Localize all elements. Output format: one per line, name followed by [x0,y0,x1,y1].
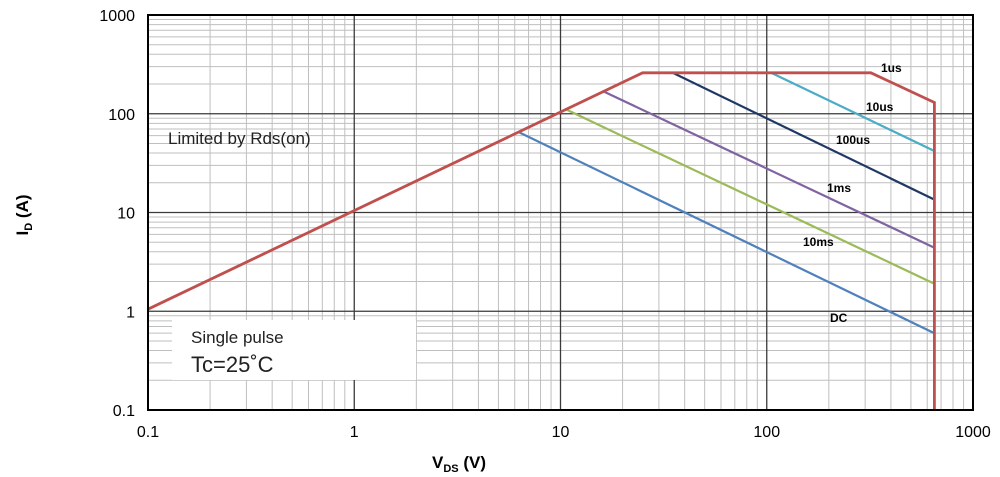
x-axis-unit: (V) [459,453,486,472]
y-tick-label: 10 [117,206,135,223]
x-tick-labels: 0.1 1 10 100 1000 [137,424,991,441]
y-tick-labels: 1000 100 10 1 0.1 [99,8,135,420]
pulse-note: Single pulse [191,328,284,347]
x-tick-label: 100 [753,424,780,441]
series-group [147,71,936,410]
x-axis-main: V [432,453,444,472]
series-label-1us: 1us [881,61,902,75]
x-axis-sub: DS [443,463,458,475]
series-label-100us: 100us [836,133,870,147]
series-line-10us [770,71,935,152]
y-axis-unit: (A) [13,194,32,222]
series-label-1ms: 1ms [827,181,851,195]
series-line-10ms [564,107,935,285]
y-tick-label: 0.1 [113,403,135,420]
series-line-dc [517,130,935,335]
rds-limit-note: Limited by Rds(on) [168,129,311,148]
x-axis-title: VDS (V) [432,453,486,475]
y-axis-sub: D [23,223,35,231]
plot-frame [147,14,974,411]
tc-note: Tc=25˚C [191,352,274,377]
y-tick-label: 1 [126,304,135,321]
x-tick-label: 1000 [955,424,991,441]
y-tick-label: 100 [108,107,135,124]
series-label-10ms: 10ms [803,235,834,249]
series-line-100us [672,71,935,201]
series-line-1us [147,71,936,410]
series-label-dc: DC [830,311,848,325]
series-line-1ms [602,90,935,249]
x-tick-label: 0.1 [137,424,159,441]
y-axis-title: ID (A) [13,194,35,235]
y-axis-main: I [13,231,32,236]
series-label-10us: 10us [866,100,894,114]
x-tick-label: 10 [552,424,570,441]
note-box [172,320,416,380]
x-tick-label: 1 [350,424,359,441]
y-tick-label: 1000 [99,8,135,25]
